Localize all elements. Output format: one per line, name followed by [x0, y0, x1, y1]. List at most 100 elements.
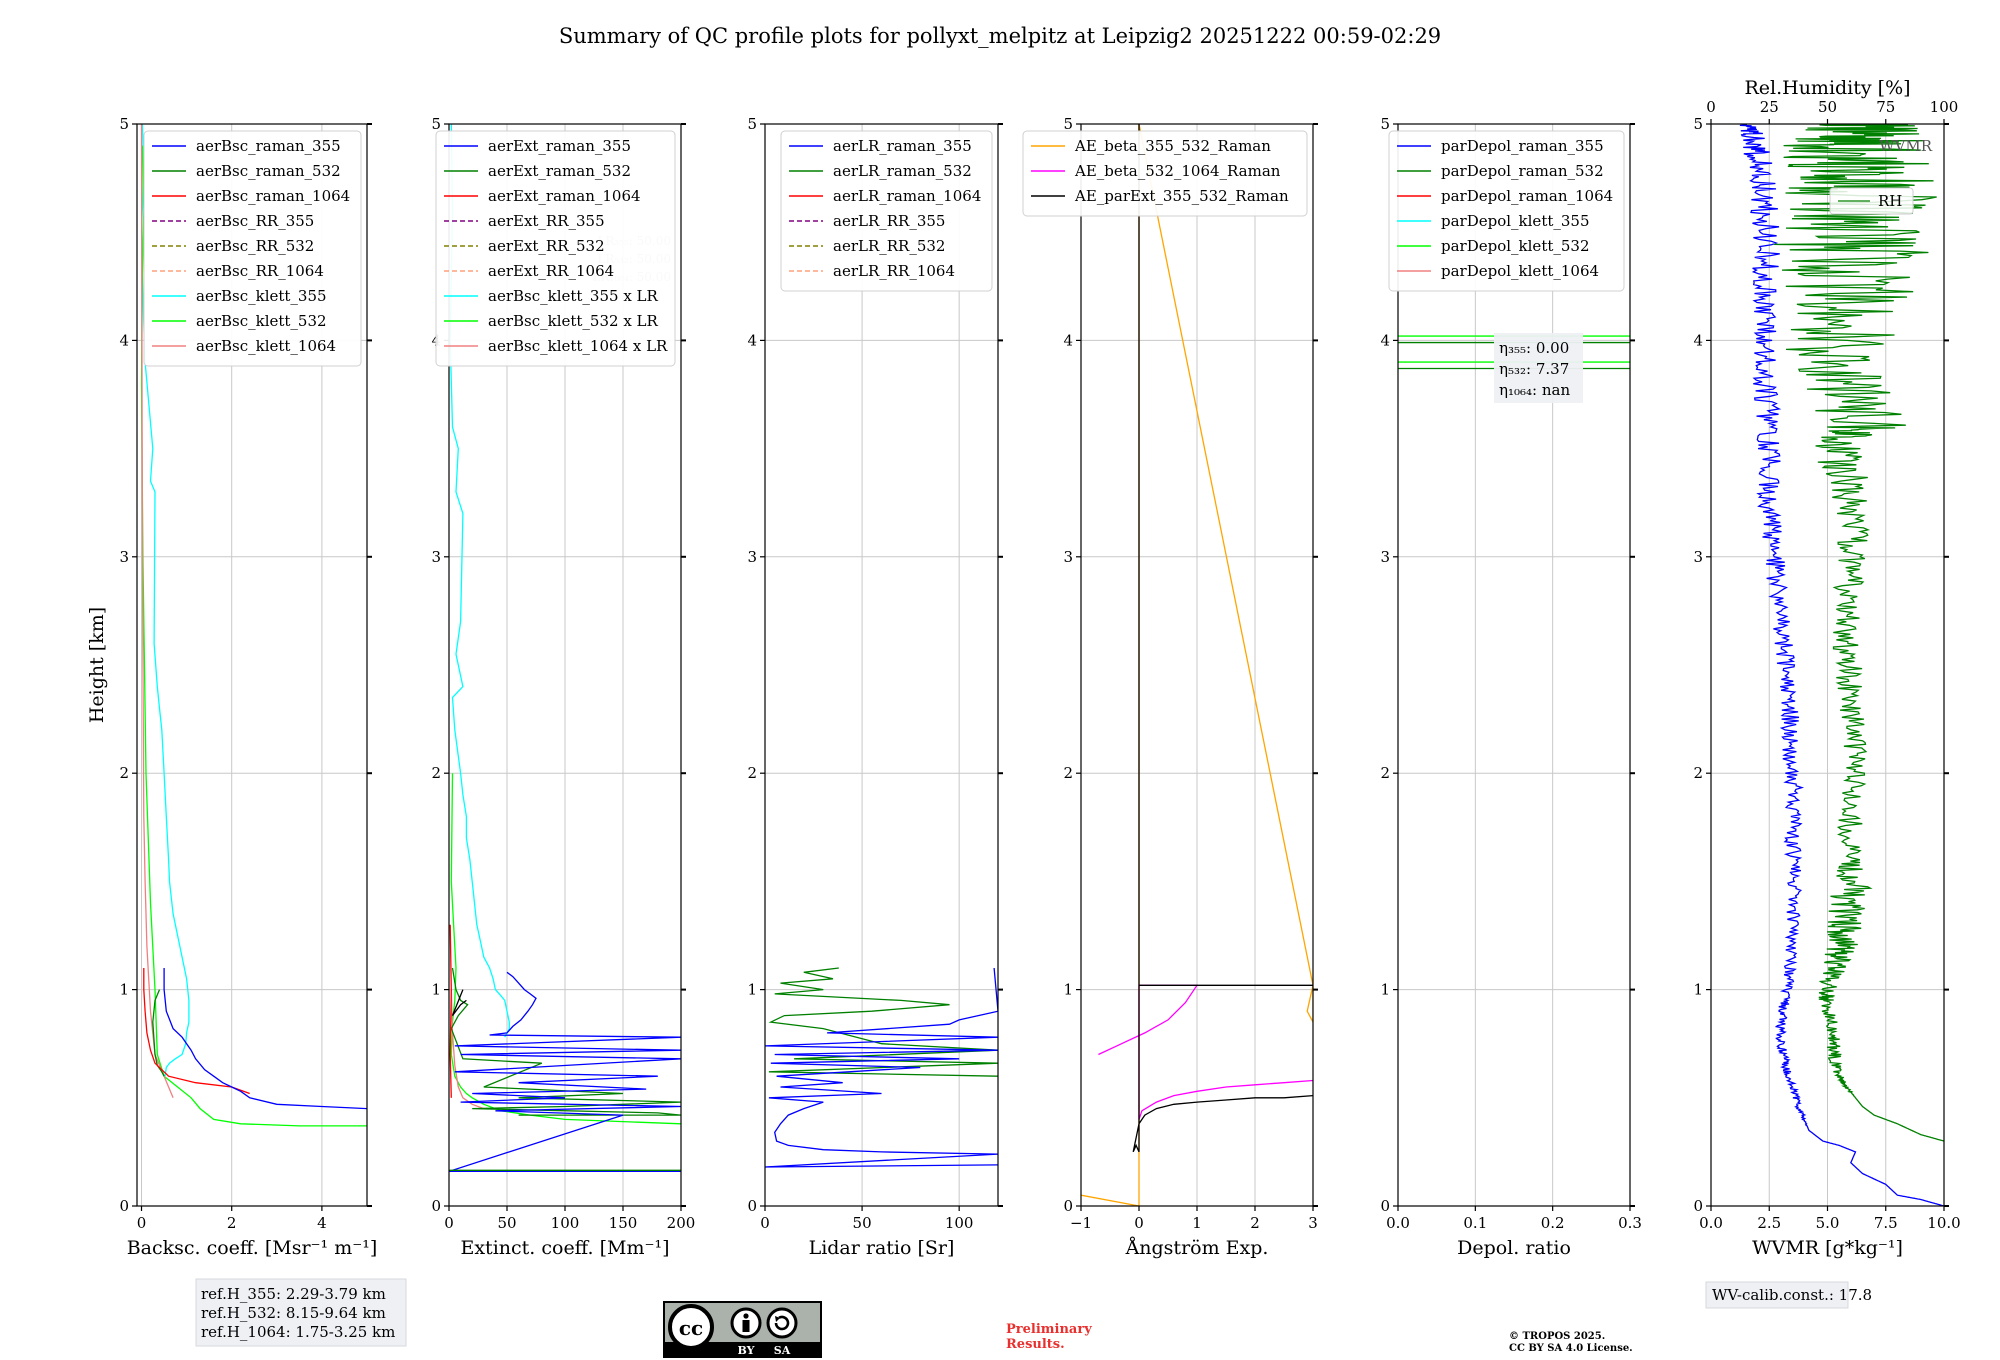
legend-label: aerBsc_klett_1064 x LR — [488, 337, 668, 355]
series-AE_beta_532_1064_Raman — [1098, 984, 1313, 1120]
legend-box — [1829, 187, 1914, 215]
legend-label: aerBsc_raman_532 — [196, 162, 341, 180]
x-tick-label: 0 — [137, 1214, 147, 1232]
y-tick-label: 4 — [1693, 331, 1703, 349]
y-tick-label: 5 — [1380, 115, 1390, 133]
figure-title: Summary of QC profile plots for pollyxt_… — [559, 24, 1441, 48]
eta-line: η₁₀₆₄: nan — [1499, 381, 1570, 399]
top-x-tick-label: 25 — [1760, 98, 1779, 116]
series-aerBsc_raman_355 — [163, 968, 367, 1110]
series-group — [765, 967, 998, 1168]
top-x-tick-label: 75 — [1876, 98, 1895, 116]
wv-calib-text: WV-calib.const.: 17.8 — [1712, 1286, 1872, 1304]
y-tick-label: 5 — [431, 115, 441, 133]
x-tick-label: 1 — [1192, 1214, 1202, 1232]
legend: AE_beta_355_532_Raman AE_beta_532_1064_Ra… — [1022, 130, 1308, 217]
copyright-line-2: CC BY SA 4.0 License. — [1509, 1343, 1633, 1354]
legend-label: parDepol_klett_1064 — [1441, 262, 1599, 280]
y-tick-label: 0 — [431, 1197, 441, 1215]
legend-label: AE_parExt_355_532_Raman — [1074, 187, 1289, 205]
series-aerExt_black — [451, 989, 467, 1016]
panel-depol: 0.0 0.1 0.2 0.3 0 1 2 3 4 5 Depol. ratio parDepol_r… — [1380, 115, 1641, 1259]
reference-heights-box: ref.H_355: 2.29-3.79 km ref.H_532: 8.15-… — [195, 1278, 407, 1347]
y-tick-label: 5 — [747, 115, 757, 133]
y-tick-label: 4 — [119, 331, 129, 349]
y-tick-label: 3 — [1380, 548, 1390, 566]
axes-frame — [136, 123, 368, 1207]
x-tick-label: 0.0 — [1699, 1214, 1723, 1232]
series-group — [1081, 124, 1313, 1206]
copyright-line-1: © TROPOS 2025. — [1509, 1331, 1605, 1342]
series-aerBsc_klett_532 x LR — [450, 773, 681, 1125]
y-tick-label: 5 — [1693, 115, 1703, 133]
top-x-axis-label: Rel.Humidity [%] — [1744, 77, 1910, 99]
copyright-note: © TROPOS 2025. CC BY SA 4.0 License. — [1509, 1331, 1633, 1354]
y-tick-label: 3 — [119, 548, 129, 566]
y-tick-label: 4 — [747, 331, 757, 349]
x-tick-label: 0 — [444, 1214, 454, 1232]
x-axis-label: WVMR [g*kg⁻¹] — [1752, 1237, 1903, 1259]
x-tick-label: 5.0 — [1816, 1214, 1840, 1232]
svg-text:cc: cc — [679, 1316, 703, 1340]
y-tick-label: 2 — [1063, 764, 1073, 782]
legend-label: aerLR_raman_1064 — [833, 187, 981, 205]
y-tick-label: 3 — [1693, 548, 1703, 566]
series-aerExt_raman_1064 — [449, 924, 452, 1098]
legend-label: AE_beta_532_1064_Raman — [1074, 162, 1281, 180]
y-tick-label: 0 — [1063, 1197, 1073, 1215]
legend-label: AE_beta_355_532_Raman — [1074, 137, 1271, 155]
x-axis-label: Depol. ratio — [1457, 1237, 1571, 1259]
x-tick-label: 2 — [1250, 1214, 1260, 1232]
eta-box: η₃₅₅: 0.00 η₅₃₂: 7.37 η₁₀₆₄: nan — [1494, 333, 1583, 403]
legend-label: aerBsc_RR_532 — [196, 237, 314, 255]
legend-label: parDepol_raman_355 — [1441, 137, 1604, 155]
refh-line-532: ref.H_532: 8.15-9.64 km — [201, 1304, 386, 1322]
legend-box — [435, 130, 676, 367]
y-tick-label: 1 — [1380, 981, 1390, 999]
y-axis-label: Height [km] — [86, 607, 108, 723]
y-tick-label: 3 — [1063, 548, 1073, 566]
legend-label: aerExt_raman_355 — [488, 137, 631, 155]
y-tick-label: 4 — [1380, 331, 1390, 349]
x-tick-label: 50 — [853, 1214, 872, 1232]
x-tick-label: 0.3 — [1618, 1214, 1642, 1232]
legend-label: aerExt_raman_1064 — [488, 187, 641, 205]
y-tick-label: 2 — [431, 764, 441, 782]
eta-line: η₃₅₅: 0.00 — [1499, 339, 1569, 357]
y-tick-label: 0 — [1693, 1197, 1703, 1215]
eta-line: η₅₃₂: 7.37 — [1499, 360, 1569, 378]
panel-ext: 050100150200012345Extinct. coeff. [Mm⁻¹]… — [431, 115, 695, 1259]
panel-bsc: 0 2 4 0 1 2 3 4 5 Backsc. coeff. [Msr⁻¹ m⁻¹] Heigh… — [86, 115, 377, 1259]
refh-line-355: ref.H_355: 2.29-3.79 km — [201, 1285, 386, 1303]
legend-box — [1022, 130, 1308, 217]
y-tick-label: 3 — [747, 548, 757, 566]
legend-label: aerLR_raman_355 — [833, 137, 972, 155]
series-AE_parExt_355_532_Raman — [1132, 124, 1313, 1153]
panel-wv: 0.0 2.5 5.0 7.5 10.0 0 1 2 3 4 5 WVMR [g*kg⁻¹] 0 25 50… — [1693, 77, 1960, 1259]
y-tick-label: 1 — [119, 981, 129, 999]
cc-by-sa-badge: cc BY SA — [663, 1301, 822, 1358]
y-tick-label: 5 — [1063, 115, 1073, 133]
legend: WVMR RH — [1829, 137, 1933, 215]
x-tick-label: 50 — [497, 1214, 516, 1232]
y-tick-label: 2 — [747, 764, 757, 782]
legend-label: aerBsc_raman_1064 — [196, 187, 350, 205]
x-tick-label: 2 — [227, 1214, 237, 1232]
cc-icon — [668, 1304, 714, 1350]
legend-label: parDepol_klett_355 — [1441, 212, 1590, 230]
series-group — [1739, 124, 1944, 1206]
x-tick-label: 10.0 — [1927, 1214, 1960, 1232]
y-tick-label: 2 — [1380, 764, 1390, 782]
top-x-tick-label: 50 — [1818, 98, 1837, 116]
x-tick-label: 3 — [1308, 1214, 1318, 1232]
legend: aerLR_raman_355 aerLR_raman_532 aerLR_rama… — [780, 130, 993, 292]
series-aerBsc_raman_1064 — [143, 968, 250, 1095]
legend-label: aerExt_RR_355 — [488, 212, 605, 230]
x-tick-label: 2.5 — [1757, 1214, 1781, 1232]
y-tick-label: 0 — [119, 1197, 129, 1215]
y-tick-label: 1 — [431, 981, 441, 999]
preliminary-note: Preliminary Results. — [1006, 1322, 1092, 1352]
legend-label: aerBsc_raman_355 — [196, 137, 341, 155]
legend-label: parDepol_klett_532 — [1441, 237, 1590, 255]
